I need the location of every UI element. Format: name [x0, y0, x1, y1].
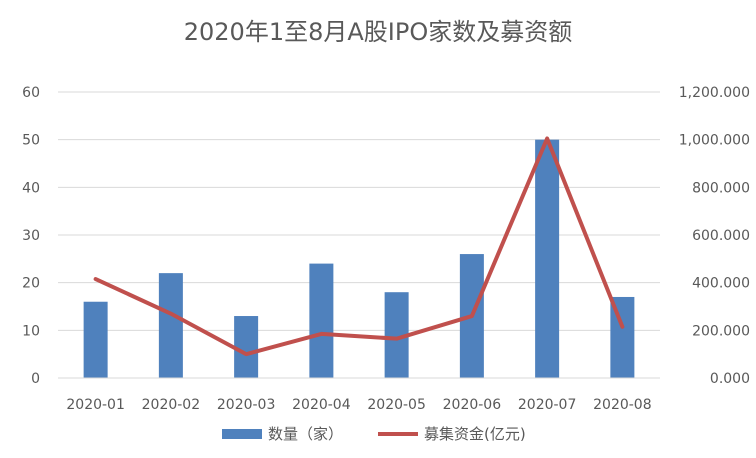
- left-tick-label: 20: [22, 276, 40, 292]
- right-axis: 0.000 200.000 400.000 600.000 800.000 1,000.0…: [679, 85, 750, 387]
- series-line: [93, 136, 625, 357]
- left-tick-label: 50: [22, 133, 40, 149]
- bar-series: [83, 139, 635, 378]
- right-tick-label: 1,200.000: [679, 85, 750, 101]
- chart-title: 2020年1至8月A股IPO家数及募资额: [184, 18, 572, 46]
- bar: [535, 139, 560, 378]
- right-tick-label: 800.000: [692, 180, 750, 196]
- x-tick-label: 2020-08: [593, 397, 652, 413]
- bar: [309, 263, 334, 378]
- left-tick-label: 10: [22, 323, 40, 339]
- x-tick-label: 2020-07: [518, 397, 577, 413]
- x-tick-label: 2020-02: [142, 397, 201, 413]
- right-tick-label: 600.000: [692, 228, 750, 244]
- bar: [158, 273, 183, 378]
- bar: [234, 316, 259, 378]
- x-tick-label: 2020-04: [292, 397, 351, 413]
- x-tick-label: 2020-06: [443, 397, 502, 413]
- x-axis: 2020-01 2020-02 2020-03 2020-04 2020-05 2020-…: [58, 377, 660, 413]
- left-tick-label: 40: [22, 180, 40, 196]
- right-tick-label: 400.000: [692, 276, 750, 292]
- x-tick-label: 2020-03: [217, 397, 276, 413]
- right-tick-label: 0.000: [710, 371, 750, 387]
- x-tick-label: 2020-01: [66, 397, 125, 413]
- left-axis: 0 10 20 30 40 50 60: [22, 85, 40, 387]
- line-series: [93, 136, 625, 357]
- left-tick-label: 30: [22, 228, 40, 244]
- bar: [83, 301, 108, 378]
- right-tick-label: 1,000.000: [679, 133, 750, 149]
- left-tick-label: 0: [31, 371, 40, 387]
- left-tick-label: 60: [22, 85, 40, 101]
- legend-label-bar: 数量（家）: [268, 425, 343, 443]
- right-tick-label: 200.000: [692, 323, 750, 339]
- legend: 数量（家） 募集资金(亿元): [222, 425, 526, 443]
- legend-swatch-bar: [222, 429, 262, 439]
- grid-lines: [58, 91, 660, 379]
- legend-label-line: 募集资金(亿元): [424, 425, 526, 443]
- x-tick-label: 2020-05: [367, 397, 426, 413]
